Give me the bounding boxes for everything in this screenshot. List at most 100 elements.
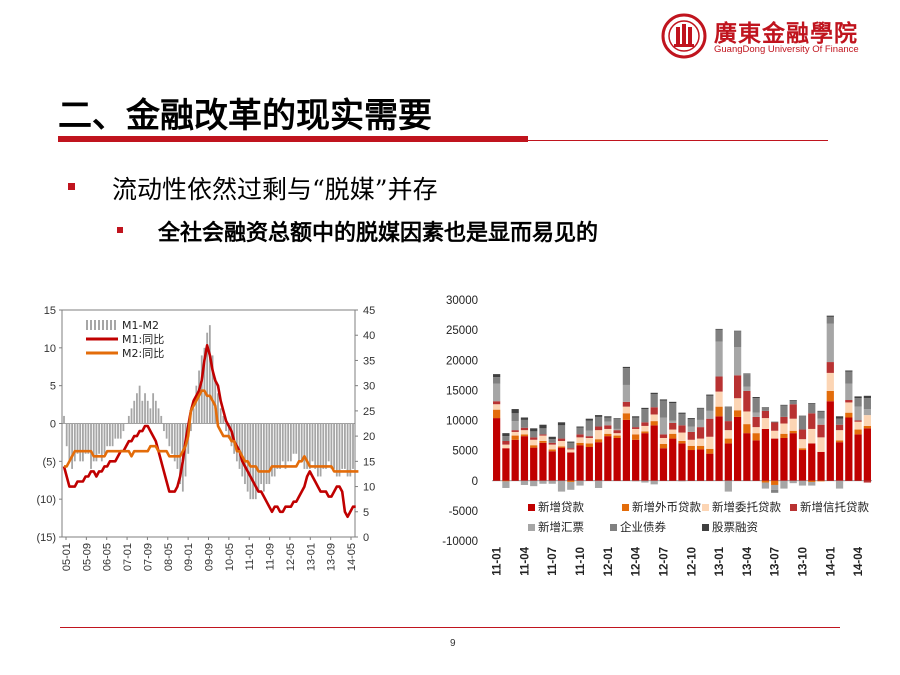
bar-m1-m2: [257, 423, 260, 492]
x-axis-tick-label: 11-01: [244, 543, 256, 570]
bar-m1-m2: [157, 408, 160, 424]
stacked-bar-segment: [576, 427, 584, 435]
stacked-bar-segment: [743, 411, 751, 425]
bar-m1-m2: [327, 423, 330, 462]
stacked-bar-segment: [557, 447, 566, 481]
stacked-bar-segment: [798, 480, 807, 486]
bar-m1-m2: [165, 423, 168, 439]
stacked-bar-segment: [780, 480, 788, 489]
stacked-bar-segment: [845, 412, 853, 418]
university-emblem-icon: [661, 13, 707, 59]
stacked-bar-segment: [594, 416, 603, 427]
stacked-bar-segment: [863, 409, 871, 416]
stacked-bar-segment: [678, 440, 686, 444]
x-axis-tick-label: 10-05: [224, 543, 236, 571]
stacked-bar-segment: [826, 390, 834, 402]
legend-swatch-bar: [106, 320, 108, 330]
stacked-bar-segment: [780, 437, 788, 481]
stacked-bar-segment: [567, 448, 575, 450]
stacked-bar-segment: [706, 410, 714, 419]
x-axis-tick-label: 11-04: [519, 546, 531, 575]
x-axis-tick-label: 12-05: [285, 543, 297, 571]
bar-m1-m2: [244, 423, 246, 485]
stacked-bar-segment: [530, 439, 538, 446]
stacked-bar-segment: [520, 430, 529, 435]
stacked-bar-segment: [752, 427, 760, 434]
stacked-bar-segment: [724, 421, 732, 431]
legend-label: M1-M2: [122, 319, 159, 332]
bar-m1-m2: [136, 393, 138, 424]
bar-m1-m2: [119, 423, 122, 439]
x-axis-tick-label: 07-01: [122, 543, 134, 571]
stacked-bar-segment: [752, 416, 760, 428]
stacked-bar-segment: [669, 429, 677, 434]
stacked-bar-segment: [845, 417, 853, 481]
stacked-bar-segment: [798, 439, 807, 449]
stacked-bar-segment: [761, 410, 770, 419]
bar-m1-m2: [68, 423, 71, 462]
stacked-bar-segment: [854, 420, 862, 422]
bar-m1-m2: [295, 423, 298, 454]
stacked-bar-segment: [771, 489, 779, 493]
right-axis-tick-label: 25: [363, 406, 375, 418]
stacked-bar-segment: [845, 371, 853, 384]
legend-label: M1:同比: [122, 333, 164, 346]
stacked-bar-segment: [687, 426, 695, 432]
stacked-bar-segment: [798, 450, 807, 481]
x-axis-tick-label: 12-01: [603, 546, 615, 576]
bar-m1-m2: [163, 423, 165, 432]
bar-m1-m2: [144, 393, 146, 424]
stacked-bar-segment: [493, 404, 501, 410]
stacked-bar-segment: [863, 398, 871, 410]
stacked-bar-segment: [650, 480, 658, 485]
bar-m1-m2: [333, 423, 335, 469]
stacked-bar-segment: [576, 426, 584, 428]
bar-m1-m2: [152, 393, 155, 424]
stacked-bar-segment: [530, 428, 538, 432]
bar-m1-m2: [65, 423, 68, 447]
stacked-bar-segment: [594, 439, 603, 443]
stacked-bar-segment: [585, 420, 593, 431]
stacked-bar-segment: [622, 384, 631, 402]
bar-m1-m2: [117, 423, 119, 439]
stacked-bar-segment: [780, 405, 788, 417]
bar-m1-m2: [98, 423, 101, 454]
bar-m1-m2: [235, 423, 238, 462]
x-axis-tick-label: 05-09: [81, 543, 93, 571]
bar-m1-m2: [90, 423, 92, 469]
stacked-bar-segment: [761, 480, 770, 483]
stacked-bar-segment: [826, 362, 834, 373]
stacked-bar-segment: [613, 433, 621, 436]
bar-m1-m2: [217, 393, 219, 424]
stacked-bar-segment: [641, 422, 649, 426]
stacked-bar-segment: [724, 406, 732, 408]
stacked-bar-segment: [715, 329, 723, 342]
stacked-bar-segment: [733, 330, 742, 332]
legend-swatch: [702, 504, 709, 511]
y-axis-tick-label: 0: [472, 476, 478, 488]
stacked-bar-segment: [826, 315, 834, 317]
stacked-bar-segment: [557, 446, 566, 448]
stacked-bar-segment: [798, 416, 807, 430]
stacked-bar-segment: [780, 404, 788, 406]
stacked-bar-segment: [604, 416, 612, 418]
stacked-bar-segment: [724, 407, 732, 422]
stacked-bar-segment: [696, 408, 705, 420]
stacked-bar-segment: [622, 401, 631, 407]
stacked-bar-segment: [743, 374, 751, 387]
bar-m1-m2: [265, 423, 268, 485]
stacked-bar-segment: [733, 346, 742, 376]
stacked-bar-segment: [632, 439, 640, 481]
stacked-bar-segment: [835, 424, 844, 431]
stacked-bar-segment: [576, 480, 584, 486]
stacked-bar-segment: [632, 427, 640, 429]
legend-label: 股票融资: [712, 520, 758, 534]
stacked-bar-segment: [604, 417, 612, 422]
bar-m1-m2: [79, 423, 82, 462]
bar-m1-m2: [76, 423, 79, 454]
stacked-bar-segment: [493, 418, 501, 481]
bullet-text-2: 全社会融资总额中的脱媒因素也是显而易见的: [158, 220, 599, 246]
bar-m1-m2: [149, 408, 152, 424]
stacked-bar-segment: [835, 430, 844, 441]
stacked-bar-segment: [771, 430, 779, 439]
